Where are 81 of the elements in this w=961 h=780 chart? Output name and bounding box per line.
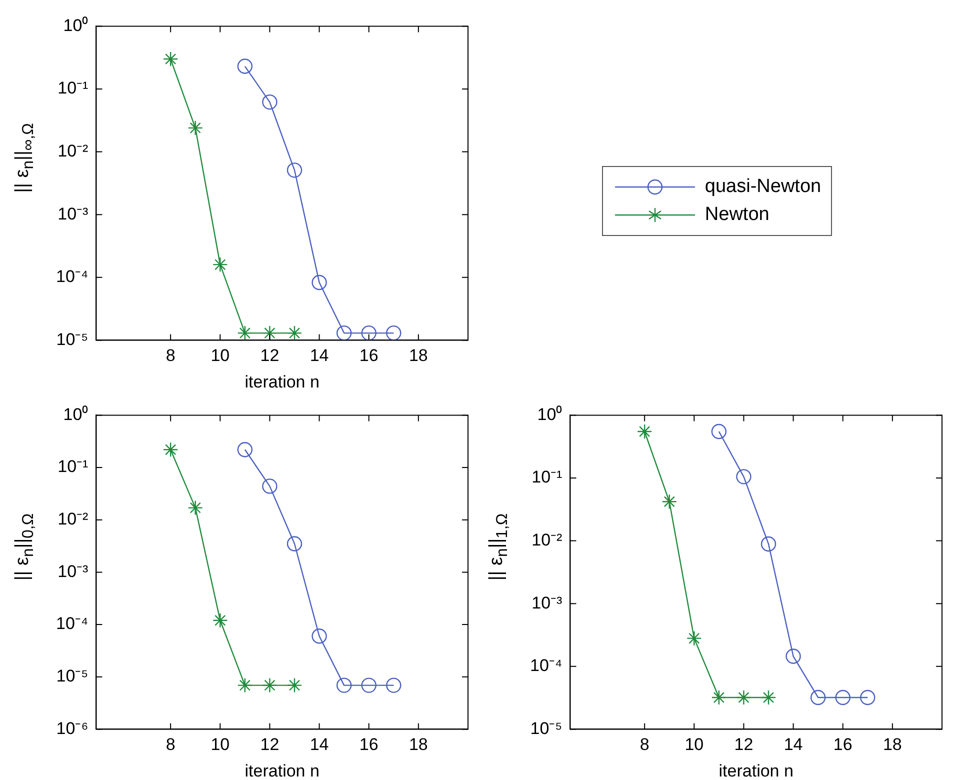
y-tick-label: 10⁻² bbox=[532, 530, 563, 550]
point bbox=[361, 325, 376, 340]
point bbox=[835, 690, 850, 706]
point bbox=[760, 536, 776, 552]
y-tick-label: 10⁻⁶ bbox=[56, 718, 88, 738]
x-tick-label: 18 bbox=[408, 735, 428, 754]
y-tick-label: 10⁰ bbox=[63, 404, 88, 424]
point bbox=[237, 442, 253, 458]
y-tick-label: 10⁻³ bbox=[58, 204, 89, 224]
x-tick-label: 12 bbox=[260, 346, 280, 366]
point bbox=[636, 424, 652, 440]
x-tick-label: 10 bbox=[210, 735, 230, 754]
point bbox=[262, 478, 278, 494]
y-tick-label: 10⁻² bbox=[58, 141, 89, 160]
point bbox=[237, 325, 253, 340]
x-tick-label: 14 bbox=[310, 735, 329, 754]
x-tick-label: 10 bbox=[210, 346, 230, 366]
point bbox=[262, 325, 278, 340]
x-tick-label: 12 bbox=[260, 735, 280, 754]
point bbox=[736, 690, 752, 706]
y-tick-label: 10⁻⁵ bbox=[56, 666, 88, 686]
point bbox=[188, 500, 203, 516]
point bbox=[212, 256, 228, 272]
legend-label: quasi-Newton bbox=[704, 176, 822, 198]
x-tick-label: 8 bbox=[640, 735, 650, 754]
x-axis-title: iteration n bbox=[244, 761, 320, 780]
point bbox=[711, 690, 727, 706]
point bbox=[336, 325, 352, 340]
x-tick-label: 14 bbox=[310, 346, 329, 366]
x-tick-label: 8 bbox=[166, 346, 176, 366]
legend-label: Newton bbox=[704, 204, 770, 226]
y-tick-label: 10⁻⁴ bbox=[56, 267, 88, 286]
x-tick-label: 18 bbox=[408, 346, 428, 366]
y-tick-label: 10⁻⁵ bbox=[530, 718, 562, 738]
x-tick-label: 10 bbox=[684, 735, 704, 754]
point bbox=[286, 325, 302, 340]
point bbox=[662, 494, 677, 510]
x-tick-label: 16 bbox=[359, 346, 378, 366]
point bbox=[237, 678, 253, 693]
point bbox=[336, 678, 352, 693]
x-axis-title: iteration n bbox=[244, 372, 320, 392]
point bbox=[386, 678, 402, 693]
point bbox=[312, 628, 327, 644]
point bbox=[361, 678, 376, 693]
point bbox=[312, 274, 327, 290]
x-tick-label: 12 bbox=[734, 735, 754, 754]
point bbox=[286, 536, 302, 552]
point bbox=[786, 648, 801, 664]
x-tick-label: 16 bbox=[359, 735, 378, 754]
point bbox=[188, 120, 203, 136]
point bbox=[736, 469, 752, 484]
y-tick-label: 10⁰ bbox=[537, 404, 562, 424]
point bbox=[760, 690, 776, 706]
y-tick-label: 10⁰ bbox=[63, 16, 88, 35]
point bbox=[286, 162, 302, 178]
y-tick-label: 10⁻⁴ bbox=[56, 614, 88, 634]
y-tick-label: 10⁻¹ bbox=[58, 78, 89, 98]
point bbox=[237, 58, 253, 74]
point bbox=[810, 690, 826, 706]
y-tick-label: 10⁻⁵ bbox=[56, 330, 88, 349]
x-tick-label: 14 bbox=[784, 735, 803, 754]
y-tick-label: 10⁻¹ bbox=[58, 457, 89, 476]
point bbox=[286, 678, 302, 693]
point bbox=[386, 325, 402, 340]
point bbox=[262, 94, 278, 110]
x-tick-label: 18 bbox=[882, 735, 902, 754]
y-tick-label: 10⁻³ bbox=[532, 593, 563, 612]
point bbox=[711, 424, 727, 440]
point bbox=[162, 51, 178, 67]
point bbox=[686, 630, 702, 646]
y-tick-label: 10⁻¹ bbox=[532, 468, 563, 487]
y-tick-label: 10⁻⁴ bbox=[530, 656, 562, 676]
x-tick-label: 16 bbox=[833, 735, 852, 754]
point bbox=[262, 678, 278, 693]
y-tick-label: 10⁻² bbox=[58, 510, 89, 529]
y-tick-label: 10⁻³ bbox=[58, 562, 89, 581]
x-tick-label: 8 bbox=[166, 735, 176, 754]
x-axis-title: iteration n bbox=[718, 761, 794, 780]
point bbox=[860, 690, 876, 706]
point bbox=[162, 442, 178, 458]
point bbox=[212, 612, 228, 628]
